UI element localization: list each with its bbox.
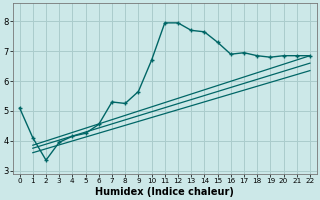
X-axis label: Humidex (Indice chaleur): Humidex (Indice chaleur) — [95, 187, 234, 197]
